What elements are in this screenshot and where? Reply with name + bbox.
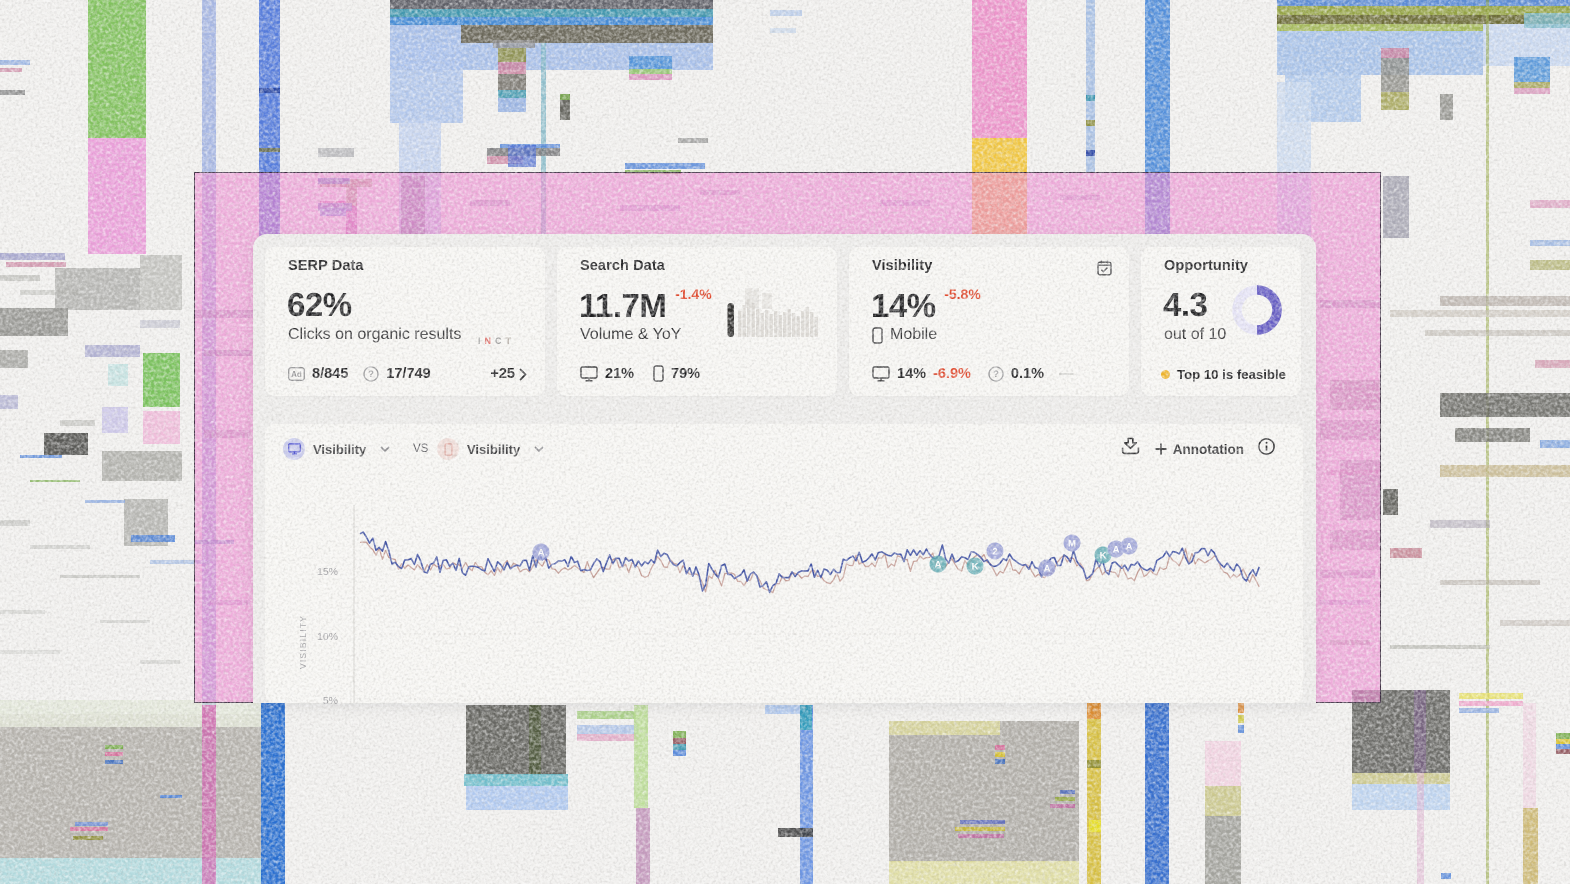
svg-text:Ad: Ad: [291, 370, 302, 379]
svg-text:?: ?: [993, 369, 999, 380]
svg-text:?: ?: [368, 369, 374, 380]
